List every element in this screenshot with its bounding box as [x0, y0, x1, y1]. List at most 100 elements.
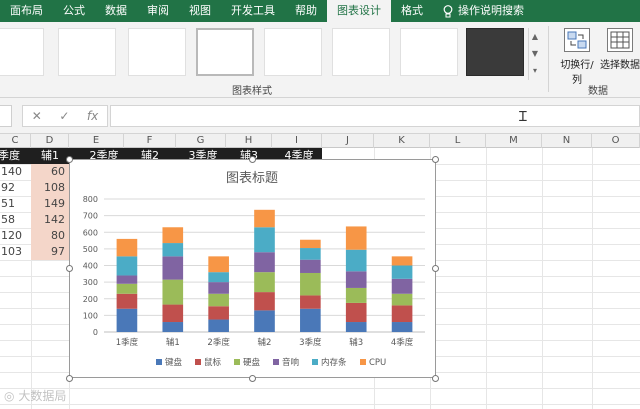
bar-segment[interactable] [208, 306, 229, 320]
bar-segment[interactable] [345, 226, 367, 250]
bar-segment[interactable] [300, 239, 321, 249]
column-header[interactable]: I [272, 134, 322, 148]
resize-handle[interactable] [249, 375, 256, 382]
bar-segment[interactable] [300, 308, 321, 332]
table-cell[interactable]: 140 [1, 165, 22, 178]
bar-segment[interactable] [208, 272, 229, 283]
chart-style-5[interactable] [264, 28, 322, 76]
gallery-scroll[interactable]: ▲ ▼ ▾ [528, 28, 541, 80]
bar-segment[interactable] [254, 227, 275, 253]
column-header[interactable]: G [176, 134, 226, 148]
bar-segment[interactable] [162, 243, 184, 257]
gallery-more-icon[interactable]: ▾ [532, 66, 537, 75]
name-box[interactable] [0, 105, 12, 127]
bar-segment[interactable] [345, 249, 367, 272]
header-cell[interactable]: 2季度 [89, 149, 119, 162]
column-header[interactable]: M [486, 134, 542, 148]
bar-segment[interactable] [208, 319, 229, 332]
bar-segment[interactable] [162, 304, 184, 323]
chart-style-6[interactable] [332, 28, 390, 76]
cancel-icon[interactable]: ✕ [31, 109, 42, 123]
table-cell[interactable]: 120 [1, 229, 22, 242]
tab-format[interactable]: 格式 [401, 4, 423, 17]
bar-segment[interactable] [162, 279, 184, 305]
chart-style-3[interactable] [128, 28, 186, 76]
bar-segment[interactable] [391, 322, 413, 332]
insert-function-icon[interactable]: fx [86, 109, 99, 123]
bar-segment[interactable] [116, 256, 138, 276]
resize-handle[interactable] [432, 265, 439, 272]
chart-style-8[interactable] [466, 28, 524, 76]
bar-segment[interactable] [208, 293, 229, 307]
header-cell[interactable]: 辅2 [141, 149, 159, 162]
bar-segment[interactable] [391, 305, 413, 323]
tab-developer[interactable]: 开发工具 [231, 4, 275, 17]
table-cell[interactable]: 92 [1, 181, 15, 194]
chart-style-4[interactable] [196, 28, 254, 76]
tab-formulas[interactable]: 公式 [63, 4, 85, 17]
bar-segment[interactable] [300, 272, 321, 296]
bar-segment[interactable] [300, 295, 321, 309]
table-cell[interactable]: 51 [1, 197, 15, 210]
column-header[interactable]: E [69, 134, 124, 148]
column-header[interactable]: O [592, 134, 640, 148]
bar-segment[interactable] [116, 275, 138, 284]
switch-row-column-button[interactable]: 切换行/列 [556, 28, 598, 86]
table-cell[interactable]: 60 [51, 165, 65, 178]
tab-view[interactable]: 视图 [189, 4, 211, 17]
column-header[interactable]: F [124, 134, 176, 148]
column-header[interactable]: J [322, 134, 374, 148]
bar-segment[interactable] [254, 252, 275, 273]
column-header[interactable]: K [374, 134, 430, 148]
bar-segment[interactable] [162, 322, 184, 332]
table-cell[interactable]: 97 [51, 245, 65, 258]
column-header[interactable]: C [0, 134, 31, 148]
table-cell[interactable]: 149 [44, 197, 65, 210]
header-cell[interactable]: 4季度 [284, 149, 314, 162]
bar-segment[interactable] [116, 283, 138, 294]
bar-segment[interactable] [345, 302, 367, 323]
bar-segment[interactable] [208, 282, 229, 294]
column-header[interactable]: N [542, 134, 592, 148]
enter-icon[interactable]: ✓ [59, 109, 70, 123]
bar-segment[interactable] [116, 238, 138, 257]
table-cell[interactable]: 108 [44, 181, 65, 194]
table-cell[interactable]: 58 [1, 213, 15, 226]
resize-handle[interactable] [432, 375, 439, 382]
tab-review[interactable]: 审阅 [147, 4, 169, 17]
bar-segment[interactable] [254, 292, 275, 311]
bar-segment[interactable] [345, 322, 367, 332]
resize-handle[interactable] [66, 265, 73, 272]
gallery-up-icon[interactable]: ▲ [531, 32, 539, 41]
column-header[interactable]: D [31, 134, 69, 148]
bar-segment[interactable] [162, 256, 184, 280]
chart-style-7[interactable] [400, 28, 458, 76]
table-cell[interactable]: 103 [1, 245, 22, 258]
tab-help[interactable]: 帮助 [295, 4, 317, 17]
gallery-down-icon[interactable]: ▼ [531, 49, 539, 58]
header-cell[interactable]: 辅1 [41, 149, 59, 162]
table-cell[interactable]: 80 [51, 229, 65, 242]
column-header[interactable]: H [226, 134, 272, 148]
bar-segment[interactable] [254, 272, 275, 293]
resize-handle[interactable] [66, 156, 73, 163]
header-cell[interactable]: 季度 [0, 149, 20, 162]
bar-segment[interactable] [254, 209, 275, 228]
bar-segment[interactable] [208, 256, 229, 273]
resize-handle[interactable] [432, 156, 439, 163]
tab-chart-design[interactable]: 图表设计 [327, 0, 391, 22]
bar-segment[interactable] [391, 293, 413, 306]
resize-handle[interactable] [66, 375, 73, 382]
resize-handle[interactable] [249, 156, 256, 163]
bar-segment[interactable] [391, 256, 413, 266]
bar-segment[interactable] [300, 259, 321, 273]
table-cell[interactable]: 142 [44, 213, 65, 226]
bar-segment[interactable] [391, 265, 413, 279]
header-cell[interactable]: 3季度 [188, 149, 218, 162]
bar-segment[interactable] [116, 293, 138, 309]
tab-data[interactable]: 数据 [105, 4, 127, 17]
chart-title[interactable]: 图表标题 [226, 171, 278, 186]
chart-style-1[interactable] [0, 28, 44, 76]
chart-area[interactable]: 图表标题 0 100 200 300 400 500 600 700 800 1季度 辅1 2季度 辅… [69, 159, 436, 378]
select-data-button[interactable]: 选择数据 [600, 28, 640, 71]
